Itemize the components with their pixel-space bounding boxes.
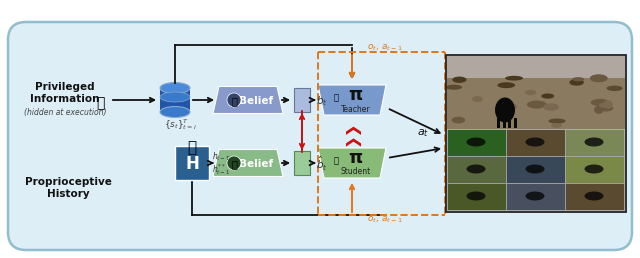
Text: $a_t$: $a_t$ xyxy=(417,127,429,139)
Text: $h_{t-1}^{**}$: $h_{t-1}^{**}$ xyxy=(212,163,230,178)
Circle shape xyxy=(227,156,241,170)
Ellipse shape xyxy=(590,74,608,82)
Ellipse shape xyxy=(584,138,604,147)
Polygon shape xyxy=(318,148,386,178)
Text: Belief: Belief xyxy=(239,96,273,106)
FancyBboxPatch shape xyxy=(447,56,625,129)
Text: 👤: 👤 xyxy=(333,93,339,102)
Ellipse shape xyxy=(525,90,536,95)
FancyBboxPatch shape xyxy=(175,146,209,180)
Ellipse shape xyxy=(467,191,486,200)
Ellipse shape xyxy=(160,83,190,93)
Ellipse shape xyxy=(508,104,517,110)
FancyBboxPatch shape xyxy=(506,183,565,210)
Ellipse shape xyxy=(572,77,584,81)
FancyBboxPatch shape xyxy=(294,151,310,175)
FancyBboxPatch shape xyxy=(160,88,190,112)
Text: $b_t$: $b_t$ xyxy=(316,94,328,108)
Ellipse shape xyxy=(160,92,190,102)
FancyBboxPatch shape xyxy=(447,129,506,156)
Ellipse shape xyxy=(603,100,613,109)
Text: $\hat{b}_t$: $\hat{b}_t$ xyxy=(316,155,328,173)
Text: ❯❯: ❯❯ xyxy=(344,120,360,146)
Ellipse shape xyxy=(467,165,486,173)
Ellipse shape xyxy=(607,86,623,91)
Bar xyxy=(508,118,511,128)
Text: Teacher: Teacher xyxy=(341,104,371,114)
Text: Privileged
Information: Privileged Information xyxy=(30,82,100,104)
Ellipse shape xyxy=(599,103,609,108)
Ellipse shape xyxy=(467,138,486,147)
Text: Proprioceptive
History: Proprioceptive History xyxy=(24,177,111,199)
Ellipse shape xyxy=(551,123,562,128)
Text: $o_t,\, a_{t-1}$: $o_t,\, a_{t-1}$ xyxy=(367,43,403,53)
Bar xyxy=(497,118,500,128)
Text: 🧠: 🧠 xyxy=(231,96,237,106)
Ellipse shape xyxy=(548,118,566,124)
Ellipse shape xyxy=(160,107,190,117)
FancyBboxPatch shape xyxy=(565,183,624,210)
Ellipse shape xyxy=(495,98,515,123)
Text: $\{s_t\}_{t=i}^T$: $\{s_t\}_{t=i}^T$ xyxy=(164,118,196,132)
Ellipse shape xyxy=(446,85,462,90)
Text: $h_{t-T}$: $h_{t-T}$ xyxy=(212,151,231,163)
Bar xyxy=(503,118,506,128)
Ellipse shape xyxy=(505,76,523,80)
Circle shape xyxy=(227,93,241,107)
Polygon shape xyxy=(213,86,283,114)
Text: (hidden at execution): (hidden at execution) xyxy=(24,109,106,117)
Ellipse shape xyxy=(591,99,609,106)
FancyBboxPatch shape xyxy=(506,129,565,156)
Bar xyxy=(514,118,517,128)
Ellipse shape xyxy=(452,77,467,83)
Ellipse shape xyxy=(452,117,465,123)
Text: 🧠: 🧠 xyxy=(231,159,237,169)
FancyBboxPatch shape xyxy=(447,183,506,210)
Ellipse shape xyxy=(527,101,547,109)
Text: $\mathbf{\pi}$: $\mathbf{\pi}$ xyxy=(348,149,364,167)
Polygon shape xyxy=(213,149,283,176)
Ellipse shape xyxy=(599,105,613,111)
Polygon shape xyxy=(318,85,386,115)
Ellipse shape xyxy=(594,106,604,114)
Ellipse shape xyxy=(472,96,483,102)
Text: H: H xyxy=(185,155,199,173)
Ellipse shape xyxy=(570,79,584,86)
FancyBboxPatch shape xyxy=(565,156,624,183)
FancyBboxPatch shape xyxy=(447,156,506,183)
FancyBboxPatch shape xyxy=(506,156,565,183)
Ellipse shape xyxy=(525,165,545,173)
Ellipse shape xyxy=(584,165,604,173)
FancyBboxPatch shape xyxy=(565,129,624,156)
Ellipse shape xyxy=(543,103,559,111)
Text: Student: Student xyxy=(341,167,371,176)
Ellipse shape xyxy=(584,191,604,200)
Text: $o_t,\, a_{t-1}$: $o_t,\, a_{t-1}$ xyxy=(367,215,403,225)
Ellipse shape xyxy=(525,138,545,147)
FancyBboxPatch shape xyxy=(8,22,632,250)
Text: Belief: Belief xyxy=(239,159,273,169)
Ellipse shape xyxy=(541,93,554,99)
FancyBboxPatch shape xyxy=(294,88,310,112)
Text: 🤖: 🤖 xyxy=(188,141,196,156)
Text: 🌍: 🌍 xyxy=(96,96,104,110)
Text: 👤: 👤 xyxy=(333,157,339,165)
FancyBboxPatch shape xyxy=(447,56,625,78)
Text: $\mathbf{\pi}$: $\mathbf{\pi}$ xyxy=(348,86,364,104)
Ellipse shape xyxy=(497,82,515,88)
Ellipse shape xyxy=(525,191,545,200)
